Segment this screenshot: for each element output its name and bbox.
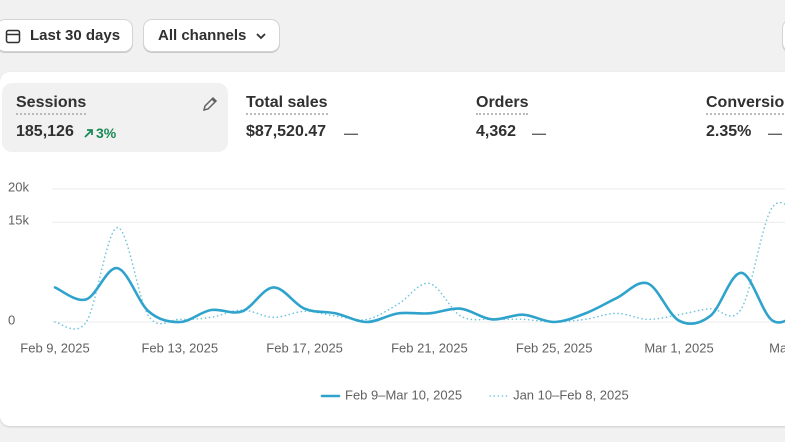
x-tick-label: Mar 5, 2025	[769, 340, 785, 355]
metric-label: Sessions	[16, 94, 87, 115]
x-tick-label: Feb 21, 2025	[391, 340, 468, 355]
date-range-button[interactable]: Last 30 days	[0, 19, 133, 52]
y-tick-label: 15k	[8, 213, 29, 228]
up-arrow-icon	[84, 129, 93, 138]
metric-tile[interactable]: Sessions 185,126 3%	[2, 83, 228, 152]
metric-change: —	[532, 125, 546, 141]
metric-label: Total sales	[246, 94, 328, 115]
metric-label: Orders	[476, 94, 529, 115]
metric-change: —	[768, 125, 782, 141]
x-tick-label: Feb 13, 2025	[141, 340, 218, 355]
legend-label: Jan 10–Feb 8, 2025	[513, 387, 629, 402]
metric-tile[interactable]: Conversion rate 2.35% —	[692, 83, 785, 152]
metric-value: 185,126	[16, 123, 74, 140]
y-tick-label: 20k	[8, 179, 29, 194]
metric-value: 4,362	[476, 123, 517, 140]
metric-change: —	[344, 125, 358, 141]
edit-icon[interactable]	[201, 95, 219, 113]
metric-tile[interactable]: Orders 4,362 —	[462, 83, 688, 152]
metric-label: Conversion rate	[706, 94, 785, 115]
calendar-icon	[5, 29, 21, 43]
metric-value: 2.35%	[706, 123, 752, 140]
chevron-icon	[256, 32, 266, 39]
y-tick-label: 0	[8, 312, 15, 327]
channel-button[interactable]: All channels	[143, 19, 280, 52]
x-tick-label: Feb 9, 2025	[20, 340, 89, 355]
metric-value: $87,520.47	[246, 123, 327, 140]
legend-label: Feb 9–Mar 10, 2025	[345, 387, 462, 402]
button-label: All channels	[158, 27, 247, 44]
x-tick-label: Feb 25, 2025	[516, 340, 593, 355]
metric-change: 3%	[96, 125, 117, 141]
x-tick-label: Mar 1, 2025	[644, 340, 713, 355]
series-line	[53, 266, 785, 325]
x-tick-label: Feb 17, 2025	[266, 340, 343, 355]
analytics-card: Sessions 185,126 3% Total sales $87,520.…	[0, 72, 785, 426]
metric-tile[interactable]: Total sales $87,520.47 —	[232, 83, 458, 152]
button-label: Last 30 days	[30, 27, 121, 44]
series-line	[54, 201, 785, 330]
